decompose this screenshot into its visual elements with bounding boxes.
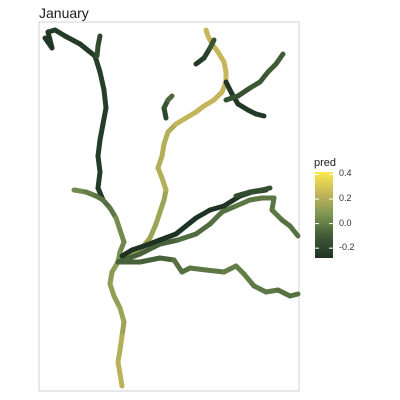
river-segment — [157, 231, 179, 243]
river-segment — [253, 111, 267, 119]
river-segment — [175, 231, 199, 243]
river-segment — [94, 43, 101, 59]
river-segment — [187, 265, 209, 273]
river-segment — [95, 153, 103, 175]
river-segment — [273, 51, 286, 67]
river-segment — [77, 41, 98, 59]
river-segment — [203, 267, 227, 275]
river-segment — [287, 223, 301, 239]
legend-tick-label: 0.0 — [339, 217, 352, 228]
river-segment — [233, 197, 253, 209]
river-segment — [203, 27, 211, 39]
river-segment — [207, 209, 225, 227]
chart-title: January — [39, 5, 89, 21]
river-segment — [219, 203, 239, 215]
legend-colorbar — [315, 172, 333, 258]
river-segment — [157, 237, 181, 247]
river-segment — [193, 221, 213, 237]
plot-panel — [38, 21, 300, 392]
river-segment — [62, 33, 83, 47]
river-segment — [137, 241, 163, 257]
river-segment — [193, 207, 213, 221]
river-segment — [117, 371, 125, 389]
river-segment — [101, 87, 109, 111]
river-segment — [147, 221, 159, 241]
legend-tick-label: -0.2 — [339, 242, 355, 253]
river-segment — [165, 93, 175, 103]
legend-title: pred — [314, 157, 337, 169]
legend-tick-marks — [315, 173, 333, 249]
river-segment — [93, 193, 106, 203]
river-segment — [287, 291, 301, 299]
legend-tick-label: 0.2 — [339, 193, 352, 204]
river-segments — [42, 27, 301, 389]
river-segment — [141, 237, 163, 249]
river-segment — [97, 69, 107, 93]
river-segment — [241, 271, 257, 289]
legend-tick-label: 0.4 — [339, 168, 352, 179]
river-segment — [97, 121, 106, 143]
river-segment — [115, 251, 143, 265]
river-segment — [259, 185, 273, 193]
river-segment — [92, 53, 103, 75]
river-segment — [137, 255, 163, 265]
river-segment — [100, 105, 109, 127]
river-segment — [95, 137, 103, 159]
river-segment — [207, 37, 217, 51]
river-segment — [95, 169, 103, 191]
